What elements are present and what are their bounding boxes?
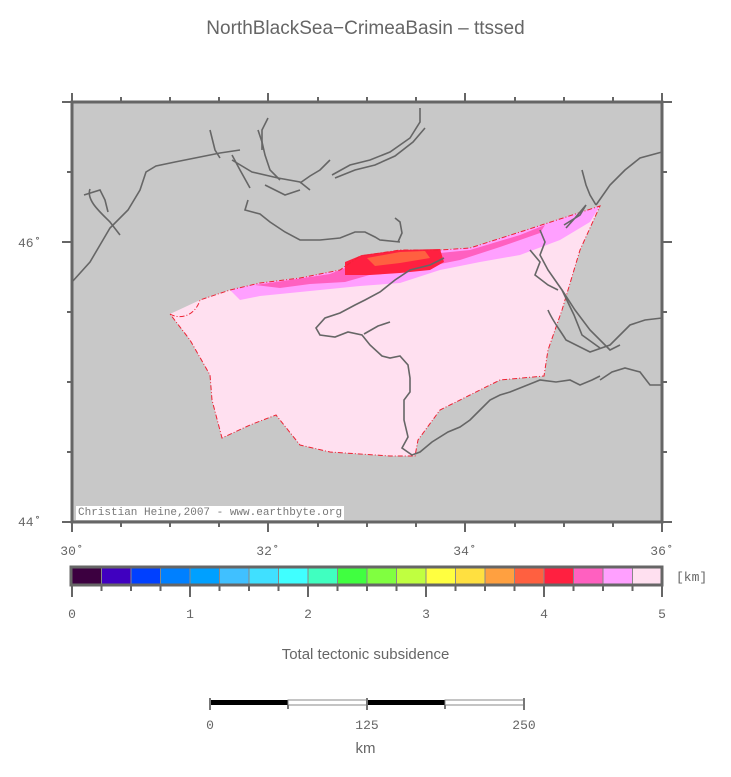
lat-label-46: 46˚ — [18, 236, 42, 251]
scale-label-125: 125 — [355, 718, 379, 733]
colorbar-tick-5: 5 — [658, 607, 666, 622]
scale-unit: km — [355, 740, 376, 757]
subsidence-grid — [170, 206, 600, 456]
colorbar-cell — [543, 567, 574, 585]
basin-outline — [169, 205, 601, 457]
lon-label-32: 32˚ — [256, 544, 280, 559]
colorbar-cell — [484, 567, 515, 585]
colorbar-cell — [248, 567, 279, 585]
colorbar-cells — [71, 567, 663, 585]
colorbar-cell — [101, 567, 132, 585]
colorbar-tick-1: 1 — [186, 607, 194, 622]
colorbar-cell — [160, 567, 191, 585]
colorbar-title: Total tectonic subsidence — [281, 646, 450, 663]
colorbar-cell — [632, 567, 663, 585]
colorbar-cell — [425, 567, 456, 585]
colorbar-cell — [366, 567, 397, 585]
colorbar-tick-0: 0 — [68, 607, 76, 622]
scale-label-250: 250 — [512, 718, 536, 733]
lon-label-30: 30˚ — [60, 544, 84, 559]
colorbar-ticks — [71, 585, 663, 597]
colorbar-cell — [130, 567, 161, 585]
scale-label-0: 0 — [206, 718, 214, 733]
colorbar-cell — [307, 567, 338, 585]
colorbar-cell — [337, 567, 368, 585]
colorbar-cell — [278, 567, 309, 585]
map-ticks — [62, 93, 672, 532]
colorbar-cell — [189, 567, 220, 585]
colorbar-tick-2: 2 — [304, 607, 312, 622]
colorbar-unit: [km] — [676, 570, 708, 585]
colorbar-cell — [602, 567, 633, 585]
lon-label-36: 36˚ — [650, 544, 674, 559]
lat-label-44: 44˚ — [18, 515, 42, 530]
coastlines — [71, 108, 663, 456]
colorbar-cell — [396, 567, 427, 585]
colorbar-cell — [71, 567, 102, 585]
colorbar-tick-4: 4 — [540, 607, 548, 622]
credit-label: Christian Heine,2007 - www.earthbyte.org — [76, 506, 345, 520]
colorbar-cell — [455, 567, 486, 585]
colorbar-cell — [219, 567, 250, 585]
lon-label-34: 34˚ — [453, 544, 477, 559]
map-title: NorthBlackSea−CrimeaBasin – ttssed — [206, 18, 525, 39]
colorbar-cell — [514, 567, 545, 585]
colorbar-cell — [573, 567, 604, 585]
colorbar-tick-3: 3 — [422, 607, 430, 622]
scale-bar — [209, 698, 525, 710]
colorbar — [69, 565, 664, 597]
